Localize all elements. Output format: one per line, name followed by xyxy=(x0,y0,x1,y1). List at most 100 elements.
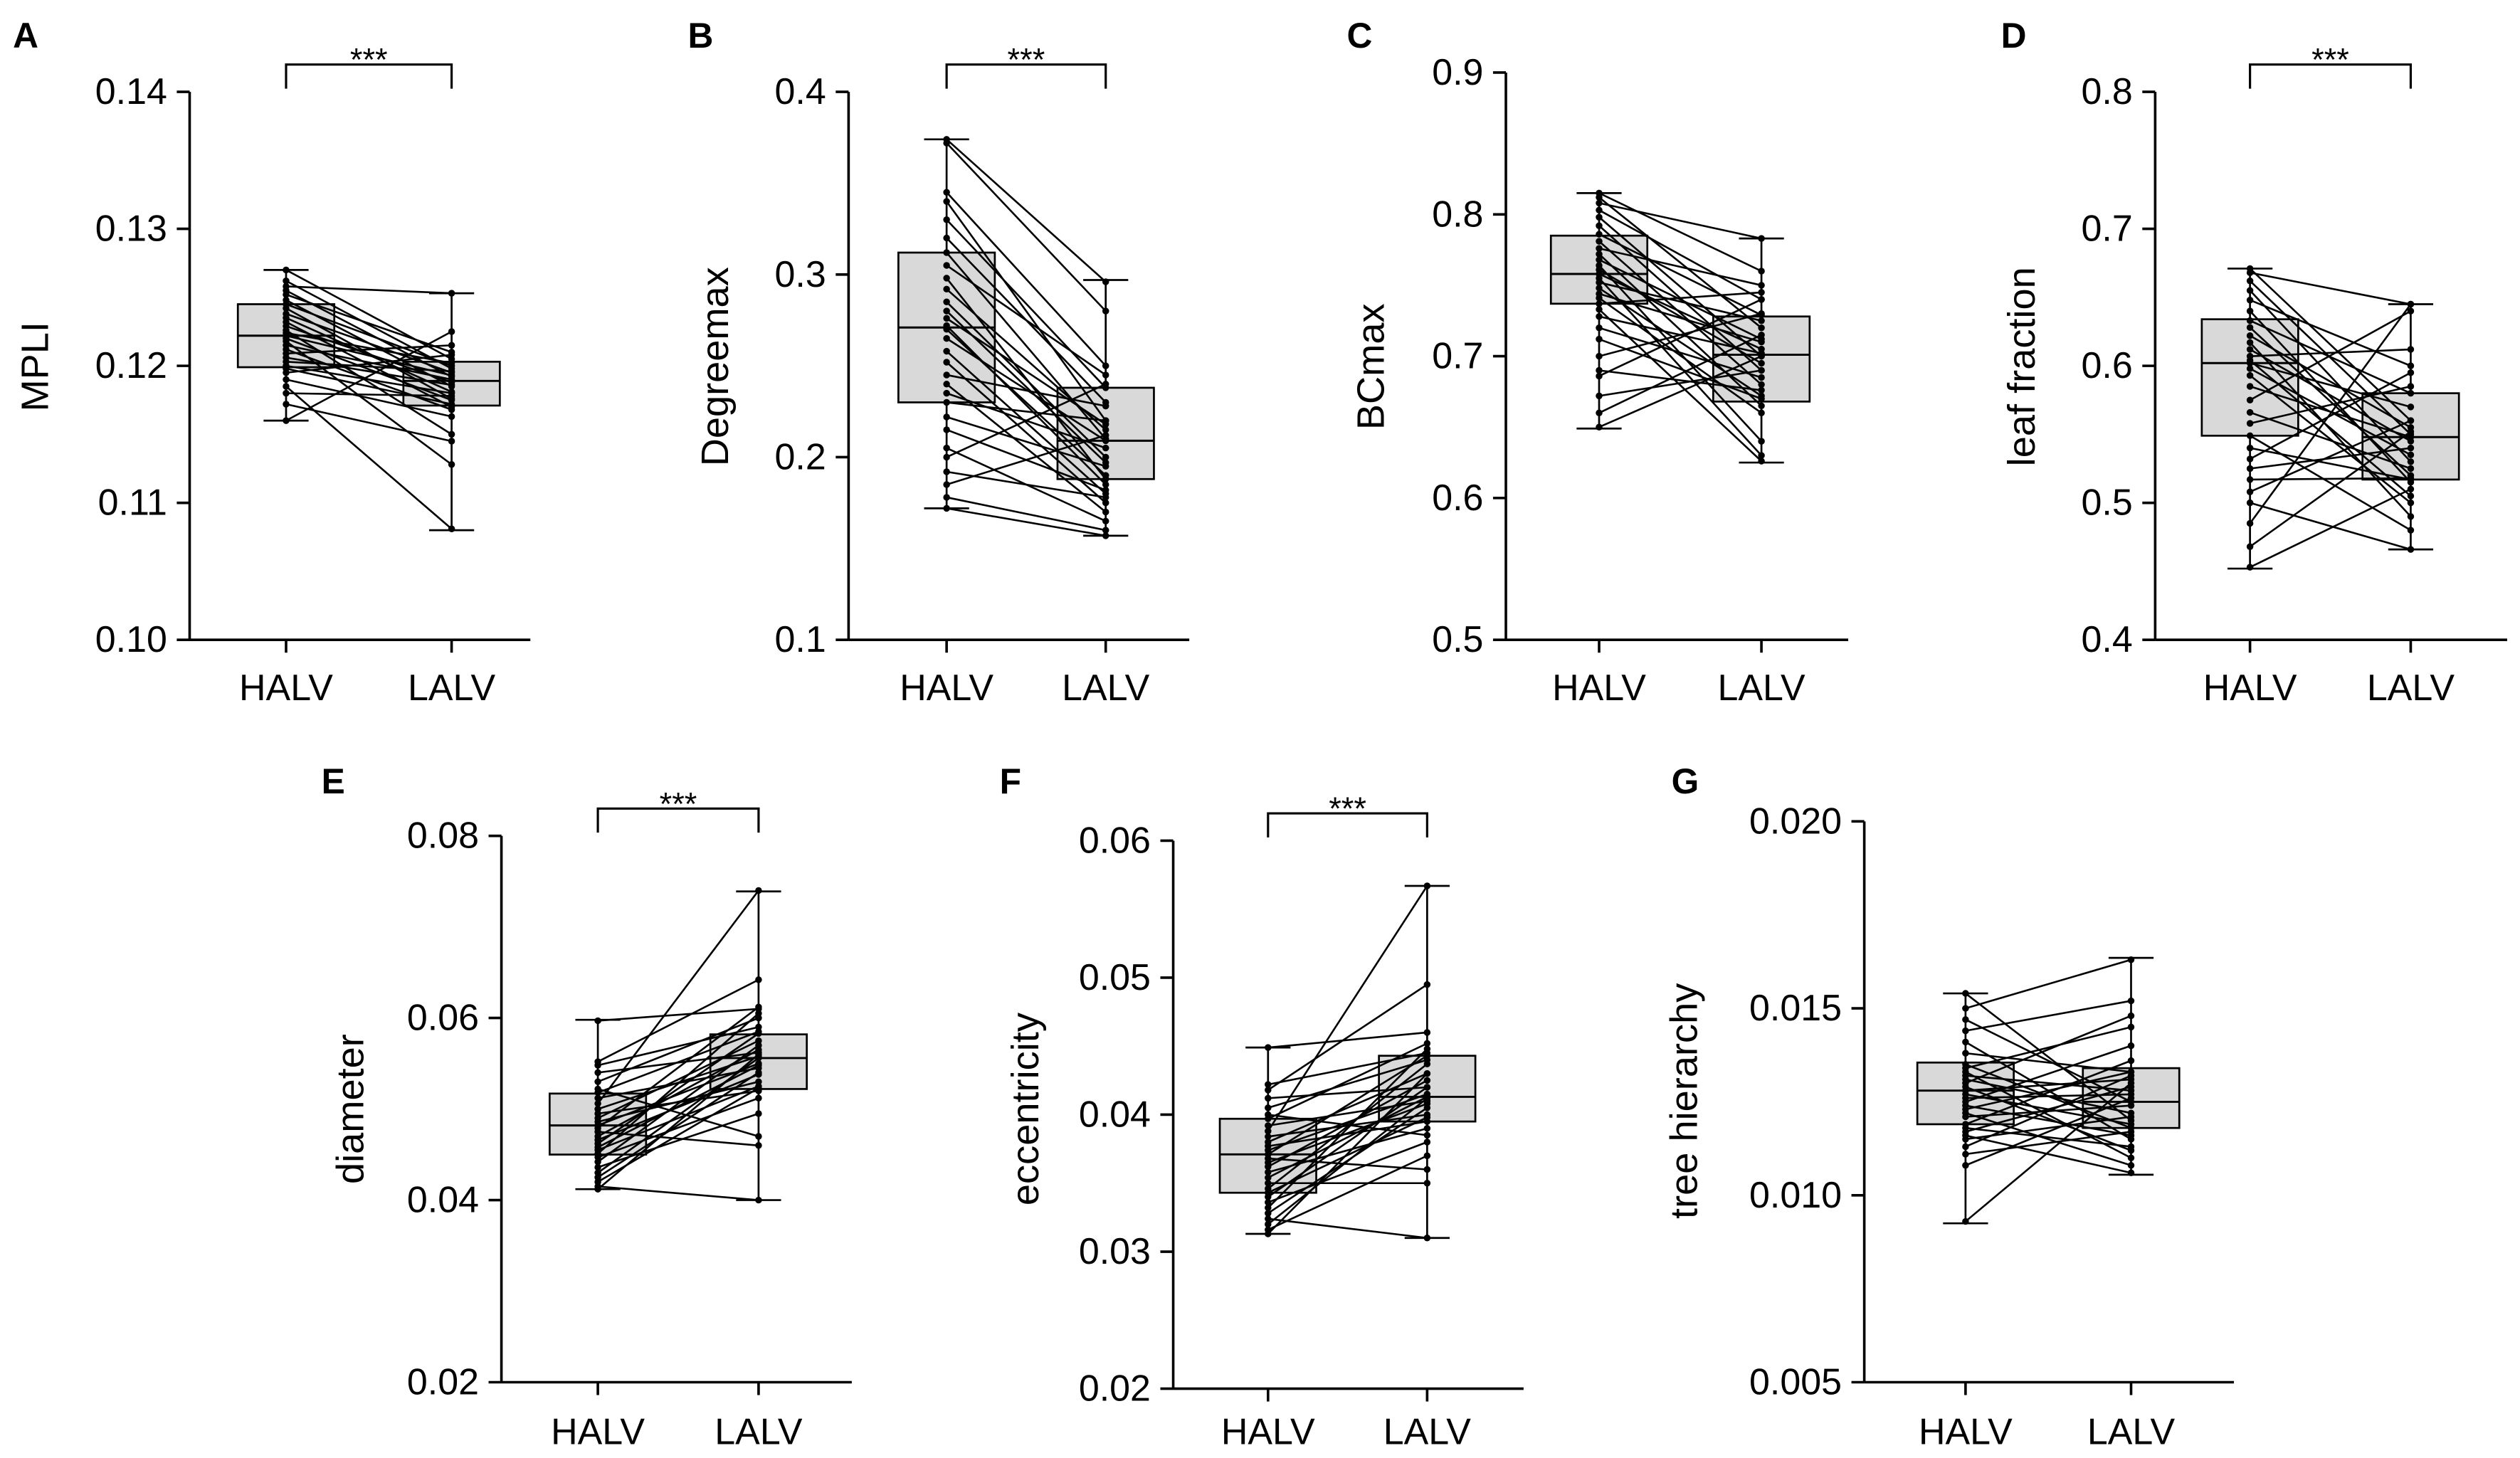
panel-A-y-tick-label: 0.12 xyxy=(95,345,167,386)
panel-D-pair-line-20 xyxy=(2250,385,2411,425)
panel-B-pair-line-13 xyxy=(946,317,1107,426)
panel-D-point-halv-25 xyxy=(2246,476,2254,483)
panel-B-point-lalv-11 xyxy=(1102,453,1109,461)
panel-D-point-halv-10 xyxy=(2246,339,2254,347)
panel-G-point-halv-3 xyxy=(1962,1016,1969,1023)
panel-D-point-halv-14 xyxy=(2246,359,2254,367)
panel-F-point-lalv-14 xyxy=(1423,1052,1431,1060)
panel-F-point-halv-8 xyxy=(1265,1122,1272,1129)
panel-G-y-tick-label: 0.005 xyxy=(1749,1361,1842,1402)
panel-E-point-lalv-27 xyxy=(755,1069,762,1077)
panel-E-significance-label: *** xyxy=(660,786,697,822)
panel-D-point-lalv-4 xyxy=(2407,458,2415,465)
panel-C-point-lalv-21 xyxy=(1758,458,1765,465)
panel-G-pair-line-2 xyxy=(1965,958,2131,1010)
panel-F-point-halv-25 xyxy=(1265,1204,1272,1212)
panel-E-pair-line-29 xyxy=(597,1185,759,1201)
panel-C-pair-line-21 xyxy=(1598,308,1762,463)
panel-C-point-lalv-12 xyxy=(1758,438,1765,445)
panel-C-point-lalv-26 xyxy=(1758,386,1765,394)
panel-E-point-lalv-22 xyxy=(755,1010,762,1017)
panel-A-point-lalv-3 xyxy=(448,290,455,297)
panel-C-point-halv-6 xyxy=(1596,222,1603,229)
panel-C-pair-line-14 xyxy=(1598,273,1762,350)
panel-F-point-halv-9 xyxy=(1265,1127,1272,1135)
panel-E-point-halv-30 xyxy=(594,1185,601,1193)
panel-F-pair-line-28 xyxy=(1267,1097,1428,1225)
panel-E-pair-line-7 xyxy=(597,1030,759,1094)
panel-G-letter: G xyxy=(1672,761,1699,801)
panel-A-pair-line-9 xyxy=(285,312,453,374)
panel-A-point-halv-26 xyxy=(283,376,290,384)
panel-F-pair-line-24 xyxy=(1267,1141,1428,1203)
panel-D-pair-line-12 xyxy=(2250,348,2411,357)
panel-F-point-halv-7 xyxy=(1265,1115,1272,1123)
panel-E-point-lalv-2 xyxy=(755,976,762,983)
panel-A-pair-line-7 xyxy=(285,303,453,367)
panel-D-pair-line-19 xyxy=(2250,411,2411,470)
panel-D-point-lalv-27 xyxy=(2407,546,2415,553)
panel-D-point-halv-23 xyxy=(2246,455,2254,463)
panel-F-point-halv-23 xyxy=(1265,1193,1272,1200)
panel-F-point-lalv-27 xyxy=(1423,1235,1431,1242)
panel-F-point-halv-4 xyxy=(1265,1094,1272,1102)
panel-C-pair-line-30 xyxy=(1598,355,1762,428)
panel-D-pair-line-1 xyxy=(2249,268,2412,422)
panel-D-point-halv-15 xyxy=(2246,365,2254,372)
panel-C-point-halv-16 xyxy=(1596,279,1603,286)
panel-G-point-lalv-28 xyxy=(2127,1128,2135,1136)
panel-B-point-halv-8 xyxy=(943,262,950,269)
panel-F-point-halv-2 xyxy=(1265,1081,1272,1088)
panel-B-point-lalv-23 xyxy=(1102,463,1109,470)
panel-F-pair-line-14 xyxy=(1267,1055,1428,1156)
panel-C-pair-line-16 xyxy=(1598,281,1762,322)
panel-D-point-halv-4 xyxy=(2246,287,2254,294)
panel-A-point-lalv-20 xyxy=(448,342,455,349)
panel-F-pair-line-3 xyxy=(1267,983,1428,1091)
panel-G-pair-line-6 xyxy=(1965,1052,2131,1073)
panel-A-pair-line-18 xyxy=(285,344,452,381)
panel-B-pair-line-23 xyxy=(946,416,1107,467)
panel-C-y-tick-label: 0.7 xyxy=(1432,336,1483,377)
panel-E-point-lalv-6 xyxy=(755,1133,762,1140)
panel-F-point-lalv-21 xyxy=(1423,1060,1431,1068)
panel-C-y-tick-label: 0.5 xyxy=(1432,619,1483,660)
panel-E-x-tick-label-lalv: LALV xyxy=(715,1412,803,1453)
panel-G-point-lalv-25 xyxy=(2127,1169,2135,1176)
panel-A-point-halv-1 xyxy=(283,266,290,274)
panel-C-point-halv-28 xyxy=(1596,392,1603,400)
panel-E-point-lalv-20 xyxy=(755,1062,762,1069)
panel-C-pair-line-27 xyxy=(1598,298,1762,377)
panel-E-point-lalv-16 xyxy=(755,1142,762,1149)
panel-B-point-lalv-20 xyxy=(1102,508,1109,516)
panel-D-point-halv-19 xyxy=(2246,408,2254,416)
panel-D-point-halv-17 xyxy=(2246,383,2254,390)
panel-G-pair-line-23 xyxy=(1965,1126,2131,1148)
panel-F-y-tick-label: 0.04 xyxy=(1079,1094,1151,1135)
panel-E-pair-line-24 xyxy=(597,1044,759,1163)
panel-A-pair-line-24 xyxy=(285,367,452,406)
panel-B-point-halv-30 xyxy=(943,505,950,512)
panel-A-pair-line-5 xyxy=(285,293,453,354)
panel-F-point-halv-26 xyxy=(1265,1210,1272,1217)
panel-D-pair-line-28 xyxy=(2249,303,2412,524)
panel-E-point-halv-7 xyxy=(594,1089,601,1097)
panel-F-pair-line-17 xyxy=(1267,1079,1428,1168)
panel-C-point-lalv-8 xyxy=(1758,381,1765,389)
panel-D-point-halv-24 xyxy=(2246,465,2254,472)
panel-B-y-tick-label: 0.2 xyxy=(775,436,826,477)
panel-D-y-axis-label: leaf fraction xyxy=(2000,267,2043,466)
panel-A-point-lalv-27 xyxy=(448,525,455,532)
panel-D-pair-line-27 xyxy=(2250,502,2411,551)
panel-B-letter: B xyxy=(688,16,714,56)
panel-B-pair-line-15 xyxy=(946,328,1107,477)
panel-G-point-lalv-2 xyxy=(2127,956,2135,963)
panel-B-point-halv-20 xyxy=(943,381,950,388)
panel-G-point-lalv-9 xyxy=(2127,1154,2135,1161)
panel-C-point-halv-7 xyxy=(1596,231,1603,238)
panel-F-point-lalv-23 xyxy=(1423,1084,1431,1091)
panel-C-point-halv-23 xyxy=(1596,324,1603,332)
panel-C-point-halv-20 xyxy=(1596,300,1603,307)
